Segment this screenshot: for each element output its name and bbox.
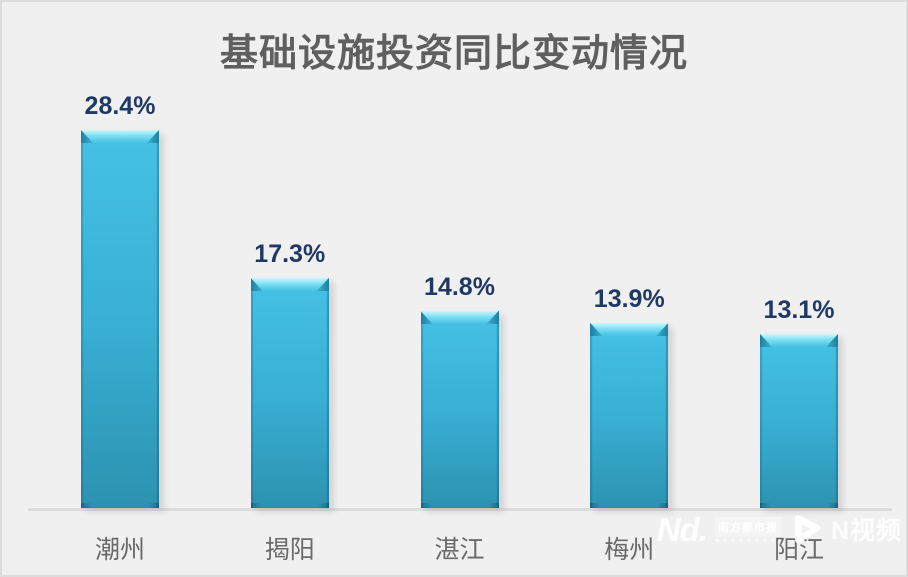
bar-value-label: 17.3% [254, 240, 326, 268]
bar-top-highlight [760, 334, 838, 347]
chart-bar [250, 278, 329, 508]
bar-top-highlight [251, 278, 329, 291]
chart-bar [760, 334, 838, 508]
bar-bottom-bevel [590, 503, 669, 508]
bar-bottom-bevel [250, 503, 329, 508]
x-axis-label: 揭阳 [264, 536, 315, 564]
bar-top-highlight [421, 311, 499, 324]
bar-top-highlight [590, 323, 668, 336]
watermark-video-label: N视频 [830, 517, 902, 545]
bar-value-label: 14.8% [424, 273, 495, 301]
bar-value-label: 28.4% [84, 92, 156, 120]
play-icon [794, 515, 821, 543]
chart-bar [590, 323, 669, 508]
bar-bottom-bevel [760, 503, 838, 508]
x-axis-label: 梅州 [604, 536, 655, 564]
bar-top-highlight [81, 130, 159, 143]
x-axis-label: 潮州 [94, 536, 146, 564]
x-axis-baseline [28, 508, 892, 511]
bar-bottom-bevel [420, 503, 499, 508]
watermark: Nd. 南方都市报 N视频 [657, 511, 902, 547]
watermark-badge-group: 南方都市报 [714, 516, 781, 542]
chart-bar [420, 311, 499, 508]
bar-bottom-bevel [81, 503, 159, 508]
watermark-brand-logo: Nd. [656, 510, 708, 548]
bar-value-label: 13.1% [763, 296, 835, 324]
watermark-badge: 南方都市报 [714, 516, 781, 537]
chart-title: 基础设施投资同比变动情况 [219, 33, 688, 75]
watermark-badge-subtext [714, 538, 781, 542]
bar-value-label: 13.9% [593, 285, 665, 313]
chart-bar [81, 130, 159, 508]
x-axis-label: 湛江 [434, 536, 485, 564]
